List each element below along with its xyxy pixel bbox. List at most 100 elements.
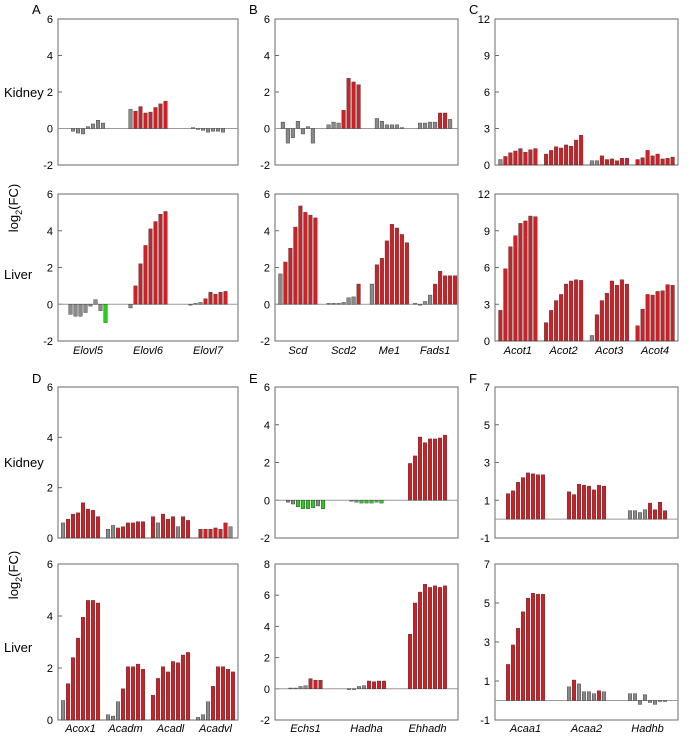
- bar-acadl-kidney-8: [185, 520, 190, 539]
- bar-acaa1-liver-5: [526, 597, 531, 701]
- axes-box: [57, 193, 239, 342]
- subplot-f-liver: -1 1 3 5 7: [480, 559, 679, 727]
- bar-acaa2-kidney-7: [597, 484, 602, 520]
- gene-label-scd: Scd: [288, 345, 308, 357]
- bar-acot1-kidney-3: [508, 152, 513, 166]
- bar-acaa2-liver-7: [597, 690, 602, 701]
- gene-label-me1: Me1: [379, 345, 400, 357]
- bar-acox1-kidney-4: [75, 512, 80, 539]
- bar-elovl6-kidney-2: [133, 110, 138, 129]
- bar-elovl7-kidney-4: [205, 128, 210, 133]
- bar-acot2-liver-3: [554, 300, 559, 342]
- bar-acot4-kidney-1: [635, 159, 640, 166]
- bar-acaa2-liver-6: [592, 693, 597, 701]
- bar-hadhb-liver-6: [653, 700, 658, 705]
- bar-acaa1-kidney-2: [511, 490, 516, 520]
- bar-fads1-liver-4: [428, 294, 433, 305]
- bar-acaa1-kidney-1: [506, 493, 511, 520]
- bar-scd-liver-7: [308, 214, 313, 305]
- y-tick-label: -2: [260, 336, 270, 348]
- bar-ehhadh-kidney-1: [408, 463, 413, 501]
- bar-hadha-liver-4: [362, 685, 367, 689]
- y-tick-label: 4: [264, 420, 270, 432]
- axes-box: [57, 386, 239, 539]
- bar-fads1-liver-1: [413, 303, 418, 305]
- bar-hadha-kidney-3: [359, 500, 364, 504]
- bar-fads1-liver-8: [448, 275, 453, 305]
- bar-me1-liver-2: [374, 264, 379, 305]
- ylabel-sub: 2: [14, 210, 24, 215]
- bar-acadm-liver-4: [120, 688, 125, 721]
- y-tick-label: 0: [264, 495, 270, 507]
- gene-label-acaa1: Acaa1: [509, 723, 541, 735]
- bar-elovl6-liver-1: [128, 304, 133, 309]
- bar-ehhadh-liver-8: [443, 585, 448, 690]
- y-tick-label: -1: [480, 715, 490, 727]
- bar-acaa2-kidney-6: [592, 489, 597, 520]
- bar-ehhadh-liver-6: [433, 585, 438, 690]
- bar-hadhb-liver-7: [658, 700, 663, 702]
- bar-acot4-liver-2: [640, 308, 645, 342]
- bar-scd2-liver-6: [351, 296, 356, 305]
- bar-acot3-liver-3: [599, 300, 604, 342]
- bar-acaa1-kidney-3: [516, 482, 521, 520]
- bar-me1-kidney-4: [389, 124, 394, 129]
- bar-echs1-liver-6: [313, 680, 318, 689]
- bar-hadha-kidney-7: [379, 500, 384, 504]
- bar-scd-liver-3: [288, 248, 293, 305]
- bar-scd2-liver-1: [326, 303, 331, 305]
- bar-elovl7-kidney-6: [215, 128, 220, 132]
- axes-box: [274, 563, 459, 721]
- bar-acadl-liver-2: [155, 678, 160, 721]
- bar-acadvl-liver-5: [215, 666, 220, 721]
- bar-acot2-liver-1: [544, 322, 549, 342]
- bar-acadvl-liver-7: [225, 669, 230, 721]
- bar-scd-kidney-3: [290, 128, 295, 138]
- bar-me1-liver-6: [394, 227, 399, 305]
- y-tick-label: 0: [264, 299, 270, 311]
- bar-acadl-kidney-3: [160, 513, 165, 539]
- bar-fads1-kidney-5: [438, 112, 443, 129]
- bar-acaa2-kidney-5: [587, 485, 592, 520]
- bar-scd-kidney-2: [285, 128, 290, 144]
- bar-acot1-liver-8: [533, 216, 538, 342]
- bar-me1-liver-5: [389, 224, 394, 305]
- bar-scd2-liver-7: [356, 283, 361, 305]
- bar-acadm-liver-2: [110, 715, 115, 721]
- bar-echs1-liver-3: [298, 686, 303, 690]
- bar-elovl5-kidney-5: [90, 123, 95, 129]
- gene-label-echs1: Echs1: [290, 723, 321, 735]
- bar-fads1-kidney-3: [428, 121, 433, 129]
- bar-acot4-liver-1: [635, 325, 640, 342]
- bar-scd-liver-4: [293, 226, 298, 305]
- subplot-c-kidney: 0 3 6 9 12: [478, 14, 679, 172]
- bar-acot1-kidney-4: [513, 150, 518, 166]
- bar-elovl5-liver-5: [88, 304, 93, 307]
- bar-ehhadh-liver-7: [438, 587, 443, 690]
- bar-ehhadh-kidney-7: [438, 437, 443, 501]
- ylabel-rest: (FC): [6, 184, 21, 210]
- bar-acadvl-liver-6: [220, 666, 225, 721]
- y-tick-label: 6: [47, 382, 53, 394]
- bar-hadhb-kidney-1: [628, 510, 633, 520]
- axes-box: [274, 193, 459, 342]
- y-tick-label: 2: [47, 263, 53, 275]
- bar-hadha-liver-8: [382, 680, 387, 690]
- bar-hadhb-kidney-5: [648, 502, 653, 520]
- bar-acot2-liver-6: [569, 280, 574, 342]
- bar-acox1-kidney-2: [65, 518, 70, 539]
- bar-ehhadh-liver-5: [428, 587, 433, 690]
- bar-acadvl-kidney-2: [203, 528, 208, 539]
- bar-acadm-kidney-6: [130, 522, 135, 539]
- bar-acot1-liver-3: [508, 246, 513, 342]
- y-tick-label: 2: [47, 87, 53, 99]
- bar-hadha-liver-5: [367, 680, 372, 690]
- bar-acot3-liver-5: [609, 280, 614, 342]
- gene-label-acadl: Acadl: [156, 723, 185, 735]
- bar-hadhb-liver-2: [633, 693, 638, 701]
- bar-acaa1-kidney-8: [541, 474, 546, 520]
- gene-label-elovl6: Elovl6: [133, 345, 164, 357]
- bar-acot4-kidney-7: [665, 158, 670, 166]
- bar-scd-kidney-4: [295, 120, 300, 129]
- bar-acadvl-kidney-4: [213, 527, 218, 539]
